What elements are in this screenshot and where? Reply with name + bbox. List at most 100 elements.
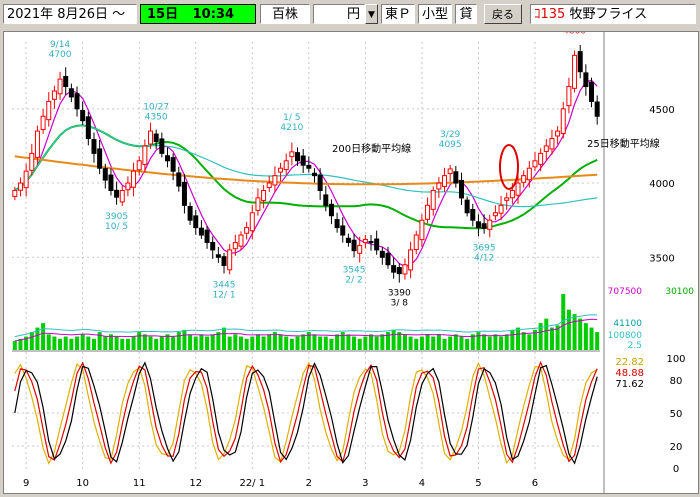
- price-unit-dropdown-icon[interactable]: ▼: [365, 4, 378, 24]
- volume-bar: [210, 334, 215, 350]
- size-field[interactable]: 小型: [418, 4, 452, 24]
- volume-bar: [329, 338, 334, 350]
- candle-body: [413, 234, 419, 251]
- candle-body: [181, 181, 187, 206]
- period-time-display[interactable]: 15日 10:34: [140, 4, 256, 24]
- candle-body: [385, 252, 391, 266]
- margin-field[interactable]: 貸: [455, 4, 477, 24]
- unit-shares-field[interactable]: 百株: [260, 4, 310, 24]
- candle-body: [396, 267, 402, 275]
- volume-bar: [306, 332, 311, 350]
- candle-body: [215, 254, 221, 258]
- candle-body: [131, 170, 137, 188]
- volume-bar: [148, 336, 153, 350]
- price-annotation: 10/ 5: [105, 222, 128, 232]
- price-annotation: 1/ 5: [283, 113, 300, 123]
- volume-bar: [555, 325, 560, 350]
- volume-bar: [69, 338, 74, 350]
- volume-bar: [363, 336, 368, 350]
- volume-bar: [397, 332, 402, 350]
- volume-bar: [75, 336, 80, 350]
- candle-body: [317, 174, 323, 191]
- volume-ma-line-2: [14, 314, 598, 338]
- volume-bar: [318, 336, 323, 350]
- candle-body: [311, 172, 317, 177]
- candle-body: [555, 130, 561, 137]
- volume-bar: [335, 334, 340, 350]
- volume-bar: [216, 332, 221, 350]
- volume-bar: [595, 332, 600, 350]
- volume-bar: [589, 327, 594, 350]
- price-annotation: 3905: [105, 212, 128, 222]
- oscillator-axis-label: 50: [670, 409, 683, 420]
- candle-body: [487, 219, 493, 230]
- candle-body: [430, 189, 436, 210]
- volume-bar: [131, 336, 136, 350]
- candle-body: [108, 174, 114, 191]
- company-field[interactable]: ｺ135 牧野フライス: [530, 4, 696, 24]
- volume-bar: [289, 338, 294, 350]
- candle-body: [379, 250, 385, 258]
- price-annotation: 4350: [145, 112, 168, 122]
- oscillator-value-label: 22.82: [615, 357, 644, 368]
- price-annotation: 2/ 2: [345, 276, 362, 286]
- chart-frame[interactable]: 4500 4000 3500 9 10 11 12 22/ 1 2 3 4 5 6 9/14 4700 10/…: [3, 16, 699, 494]
- candle-body: [176, 172, 182, 187]
- candle-body: [295, 152, 301, 162]
- candle-body: [193, 215, 199, 229]
- volume-bar: [470, 334, 475, 350]
- volume-axis-label: 100800: [608, 331, 643, 341]
- price-annotation: 3445: [213, 280, 236, 290]
- time-value: 10:34: [192, 7, 235, 22]
- stock-code: ｺ135: [534, 7, 566, 22]
- oscillator-axis-label: 0: [673, 464, 679, 475]
- volume-bar: [465, 338, 470, 350]
- ma200-label: 200日移動平均線: [332, 142, 411, 155]
- candle-body: [572, 54, 578, 89]
- volume-bar: [114, 336, 119, 350]
- candle-body: [289, 151, 295, 158]
- volume-bar: [46, 334, 51, 350]
- candle-body: [159, 138, 165, 154]
- volume-bar: [583, 323, 588, 350]
- volume-bar: [516, 327, 521, 350]
- volume-bar: [120, 338, 125, 350]
- volume-bar: [510, 329, 515, 350]
- volume-bar: [35, 327, 40, 350]
- candle-body: [498, 204, 504, 214]
- volume-bar: [233, 334, 238, 350]
- month-axis-label: 2: [306, 478, 312, 489]
- exchange-field[interactable]: 東Ｐ: [381, 4, 415, 24]
- candle-body: [227, 249, 233, 271]
- candle-body: [46, 100, 52, 121]
- month-axis-label: 12: [189, 478, 202, 489]
- volume-bar: [80, 334, 85, 350]
- candle-body: [102, 168, 108, 181]
- volume-bar: [29, 332, 34, 350]
- volume-bar: [566, 309, 571, 350]
- volume-bar: [499, 336, 504, 350]
- volume-bar: [154, 338, 159, 350]
- candle-body: [345, 237, 351, 243]
- volume-bar: [369, 334, 374, 350]
- candle-body: [278, 167, 284, 173]
- candle-body: [17, 182, 23, 191]
- price-unit-field[interactable]: 円: [313, 4, 365, 24]
- month-axis-label: 10: [76, 478, 89, 489]
- back-button[interactable]: 戻る: [484, 4, 522, 24]
- candle-body: [436, 182, 442, 190]
- price-annotation: 10/27: [143, 102, 169, 112]
- volume-bar: [142, 334, 147, 350]
- candlesticks: [12, 44, 600, 283]
- candle-body: [323, 194, 329, 206]
- candle-body: [492, 212, 498, 217]
- volume-right-label: 30100: [665, 287, 694, 297]
- candle-body: [91, 139, 97, 154]
- volume-bar: [532, 329, 537, 350]
- date-field[interactable]: 2021年 8月26日 ～: [3, 4, 137, 24]
- volume-bar: [295, 336, 300, 350]
- candle-body: [74, 93, 80, 110]
- volume-bar: [63, 336, 68, 350]
- volume-bar: [352, 336, 357, 350]
